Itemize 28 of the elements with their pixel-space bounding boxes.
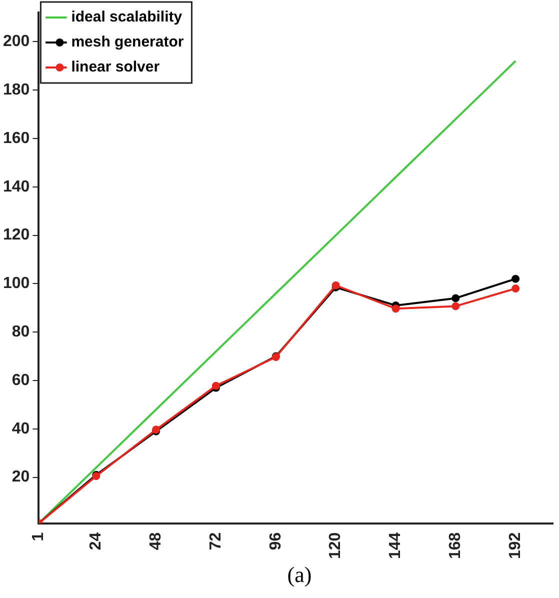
x-tick-label: 48 (147, 532, 164, 550)
x-tick-label: 72 (207, 532, 224, 550)
y-tick-label: 20 (12, 468, 30, 486)
x-tick-label: 192 (506, 532, 524, 560)
y-tick-label: 140 (2, 178, 30, 196)
text: (a) (286, 562, 313, 588)
point (452, 302, 460, 310)
point (452, 294, 460, 302)
x-tick-label: 24 (88, 532, 105, 550)
point (392, 304, 400, 313)
x-tick-label: 96 (267, 532, 284, 550)
legend-label: linear solver (71, 58, 160, 76)
y-tick-label: 200 (2, 33, 30, 50)
y-tick-label: 80 (12, 324, 30, 340)
y-tick-label: 180 (2, 81, 30, 98)
x-tick-label: 1 (30, 532, 48, 542)
point (512, 284, 520, 293)
x-tick-label: 120 (327, 532, 344, 560)
legend-label: ideal scalability (71, 8, 183, 26)
y-tick-label: 100 (2, 275, 30, 292)
y-tick-label: 60 (12, 372, 30, 389)
y-tick-label: 160 (2, 130, 30, 147)
legend-label: mesh generator (71, 34, 184, 51)
x-tick-label: 168 (447, 532, 464, 560)
point (512, 274, 520, 283)
y-tick-label: 40 (12, 420, 30, 438)
x-tick-label: 144 (387, 532, 404, 560)
y-tick-label: 120 (2, 226, 30, 244)
